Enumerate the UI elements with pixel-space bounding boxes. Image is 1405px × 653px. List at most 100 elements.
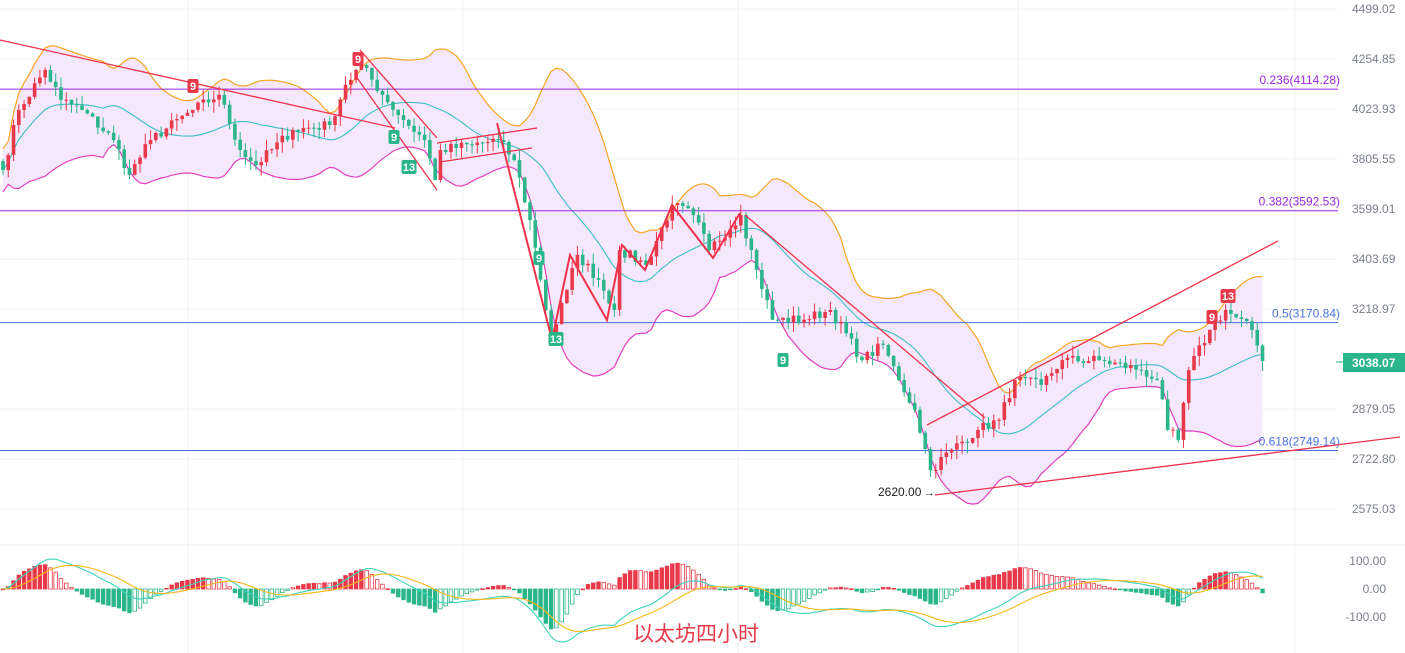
macd-dif-line [2, 558, 1263, 643]
macd-histogram-bar [838, 586, 844, 590]
candle-body [80, 105, 84, 110]
zigzag-arrow-drop[interactable] [496, 122, 553, 341]
macd-histogram-bar [169, 584, 174, 590]
macd-histogram-bar [1112, 588, 1118, 591]
macd-histogram-bar [1107, 587, 1112, 590]
price-tick-label: 3403.69 [1352, 252, 1396, 266]
price-tick-label: 3218.97 [1352, 302, 1396, 316]
candle-body [997, 419, 1001, 421]
rising-channel-lower[interactable] [934, 436, 1401, 496]
macd-histogram-bar [1154, 588, 1160, 596]
candle-body [1239, 317, 1244, 319]
macd-histogram-bar [891, 587, 896, 590]
macd-histogram-bar [664, 565, 670, 590]
macd-histogram-bar [464, 588, 469, 595]
channel-line-upper[interactable] [359, 49, 438, 139]
candle-body [343, 84, 348, 100]
macd-histogram-bar [854, 588, 859, 592]
candle-body [248, 157, 253, 161]
candle-body [760, 269, 764, 290]
candle-body [528, 202, 532, 221]
macd-histogram-bar [111, 588, 116, 607]
macd-histogram-bar [617, 577, 622, 590]
macd-histogram-bar [675, 562, 680, 590]
macd-histogram-bar [506, 586, 512, 590]
macd-histogram-bar [944, 588, 949, 599]
macd-histogram-bar [770, 588, 775, 610]
candle-body [744, 215, 748, 239]
candle-body [955, 443, 959, 450]
macd-histogram-bar [411, 588, 417, 605]
macd-histogram-bar [1249, 582, 1255, 590]
macd-histogram-bar [712, 587, 717, 590]
td-marker-box [777, 353, 789, 367]
candle-body [243, 150, 248, 158]
candle-body [90, 113, 95, 117]
candle-body [74, 104, 79, 106]
candle-body [1018, 376, 1022, 381]
flag-lower[interactable] [439, 147, 533, 163]
candle-body [1139, 369, 1144, 371]
td-marker-count: 9 [536, 253, 542, 265]
rising-channel-upper[interactable] [926, 240, 1279, 426]
macd-histogram-bar [353, 570, 359, 590]
macd-histogram-bar [1128, 588, 1133, 592]
macd-tick-label: -100.00 [1345, 610, 1386, 624]
candle-body [991, 420, 996, 429]
fib-label-0.236: 0.236(4114.28) [1259, 73, 1340, 87]
macd-histogram-bar [396, 588, 401, 598]
trendline-down-2[interactable] [744, 214, 986, 419]
candle-body [670, 205, 675, 221]
macd-histogram-bar [1065, 576, 1070, 590]
candle-body [301, 127, 306, 132]
candle-body [1218, 320, 1223, 322]
macd-histogram-bar [201, 577, 206, 590]
candle-body [897, 366, 901, 381]
macd-histogram-bar [923, 588, 928, 602]
candle-body [406, 120, 411, 126]
flag-upper[interactable] [436, 127, 538, 144]
macd-histogram-bar [1118, 588, 1123, 591]
macd-histogram-bar [975, 579, 981, 590]
macd-histogram-bar [743, 588, 749, 590]
candle-body [417, 131, 422, 135]
candle-body [85, 109, 90, 114]
macd-histogram-bar [243, 588, 248, 603]
macd-histogram-bar [733, 588, 738, 590]
candle-body [132, 164, 137, 175]
macd-histogram-bar [1186, 588, 1191, 596]
candle-body [422, 134, 427, 141]
candle-body [370, 67, 374, 80]
candle-body [696, 215, 701, 223]
candle-body [470, 144, 474, 146]
macd-histogram-bar [222, 581, 227, 590]
zigzag-arrows[interactable] [551, 203, 741, 341]
price-tick-label: 3805.55 [1352, 152, 1396, 166]
macd-histogram-bar [717, 588, 722, 591]
macd-histogram-bar [569, 588, 575, 605]
macd-histogram-bar [1002, 572, 1007, 590]
td-marker-box [187, 79, 199, 93]
macd-histogram-bar [322, 582, 327, 590]
macd-histogram-bar [385, 588, 390, 591]
candle-body [43, 70, 47, 78]
price-tick-label: 2722.80 [1352, 452, 1396, 466]
candle-body [164, 128, 169, 137]
price-axis[interactable]: 4499.02 4254.85 4023.93 3805.55 3599.01 3403.… [1345, 2, 1395, 624]
macd-histogram-bar [670, 563, 675, 590]
macd-histogram-bar [64, 582, 69, 590]
macd-histogram-bar [559, 588, 564, 623]
candle-body [59, 87, 63, 100]
fib-label-0.382: 0.382(3592.53) [1259, 195, 1340, 209]
macd-histogram-bar [1255, 587, 1260, 590]
td-marker-count: 9 [1209, 312, 1215, 324]
candle-body [1107, 360, 1112, 365]
macd-histogram-bar [74, 588, 79, 592]
macd-histogram-bar [227, 586, 232, 590]
candle-body [939, 457, 943, 470]
candle-body [6, 154, 11, 171]
candle-body [1034, 377, 1038, 380]
macd-tick-label: 0.00 [1363, 582, 1387, 596]
macd-histogram-bar [1038, 572, 1044, 590]
